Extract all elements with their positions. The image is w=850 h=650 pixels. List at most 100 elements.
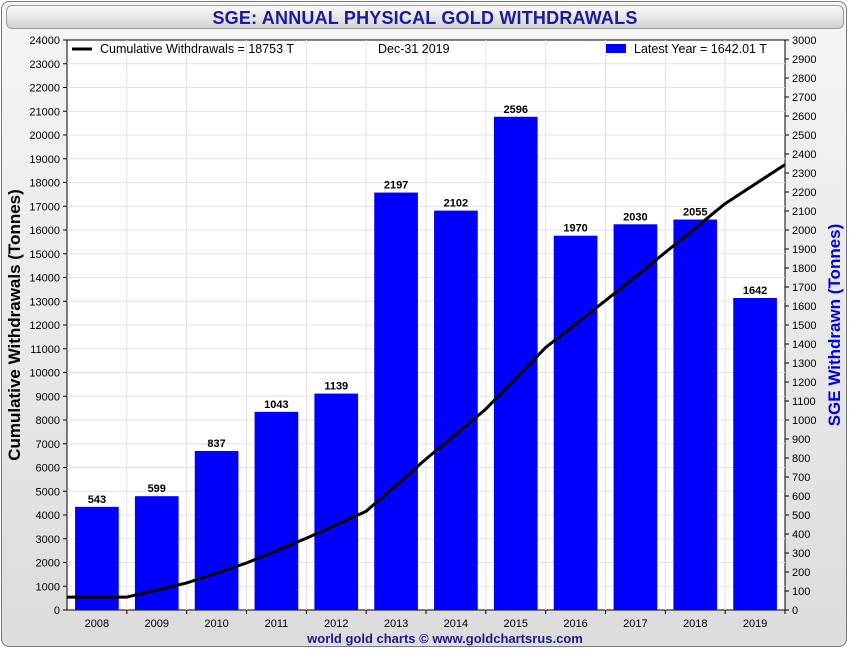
bar-2017 (613, 224, 658, 611)
left-tick-label: 4000 (36, 510, 60, 522)
right-tick-label: 100 (792, 586, 810, 598)
right-tick-label: 1400 (792, 339, 816, 351)
bar-label-2009: 599 (148, 483, 166, 495)
left-axis-ticks: 0 1000 2000 3000 4000 5000 6000 7000 8000 9000 100… (29, 35, 67, 617)
right-tick-label: 2800 (792, 73, 816, 85)
left-tick-label: 13000 (29, 296, 60, 308)
left-tick-label: 9000 (36, 391, 60, 403)
legend-line-label: Cumulative Withdrawals = 18753 T (100, 42, 294, 56)
grid-lines (67, 40, 785, 610)
bar-2018 (673, 219, 718, 611)
left-tick-label: 24000 (29, 35, 60, 47)
right-tick-label: 2900 (792, 54, 816, 66)
bar-2014 (434, 210, 478, 610)
bar-label-2013: 2197 (384, 180, 408, 192)
right-tick-label: 900 (792, 434, 810, 446)
left-tick-label: 19000 (29, 154, 60, 166)
left-tick-label: 5000 (36, 486, 60, 498)
left-tick-label: 18000 (29, 178, 60, 190)
left-tick-label: 0 (54, 605, 60, 617)
right-axis-label: SGE Withdrawn (Tonnes) (825, 224, 844, 427)
legend-bar-swatch (606, 44, 626, 53)
right-tick-label: 1700 (792, 282, 816, 294)
left-tick-label: 23000 (29, 59, 60, 71)
cumulative-line (67, 163, 786, 599)
right-tick-label: 2100 (792, 206, 816, 218)
right-tick-label: 3000 (792, 35, 816, 47)
right-tick-label: 2600 (792, 111, 816, 123)
left-tick-label: 8000 (36, 415, 60, 427)
left-tick-label: 15000 (29, 249, 60, 261)
right-tick-label: 400 (792, 529, 810, 541)
bar-series (75, 116, 777, 611)
bar-label-2011: 1043 (264, 399, 288, 411)
title-bar: SGE: ANNUAL PHYSICAL GOLD WITHDRAWALS (6, 5, 844, 29)
right-tick-label: 800 (792, 453, 810, 465)
footer-credit: world gold charts © www.goldchartsrus.co… (306, 631, 583, 646)
left-tick-label: 17000 (29, 201, 60, 213)
x-tick-label: 2013 (384, 618, 408, 630)
right-tick-label: 2000 (792, 225, 816, 237)
bar-label-2017: 2030 (623, 211, 647, 223)
right-tick-label: 1500 (792, 320, 816, 332)
x-tick-label: 2016 (563, 618, 587, 630)
bar-2008 (75, 506, 119, 610)
bar-2010 (194, 450, 239, 610)
legend-date: Dec-31 2019 (378, 42, 450, 56)
left-tick-label: 12000 (29, 320, 60, 332)
left-tick-label: 11000 (30, 344, 60, 356)
bar-2011 (254, 411, 299, 610)
x-tick-label: 2018 (683, 618, 707, 630)
bar-label-2018: 2055 (683, 207, 707, 219)
right-tick-label: 1000 (792, 415, 816, 427)
bar-2016 (553, 235, 598, 610)
left-tick-label: 1000 (36, 581, 60, 593)
right-tick-label: 500 (792, 510, 810, 522)
x-tick-label: 2012 (324, 618, 348, 630)
bar-2013 (374, 192, 418, 610)
bar-label-2014: 2102 (444, 198, 468, 210)
right-tick-label: 2200 (792, 187, 816, 199)
left-tick-label: 7000 (36, 439, 60, 451)
right-tick-label: 0 (792, 605, 798, 617)
right-tick-label: 1900 (792, 244, 816, 256)
right-axis-ticks: 0 100 200 300 400 500 600 700 800 900 1000 1100 1200… (785, 35, 816, 617)
right-tick-label: 1200 (792, 377, 816, 389)
right-tick-label: 2300 (792, 168, 816, 180)
x-tick-label: 2011 (265, 618, 289, 630)
bar-label-2012: 1139 (324, 381, 348, 393)
x-axis-ticks: 2008 2009 2010 2011 2012 2013 2014 2015 2016 2017… (85, 610, 786, 630)
right-tick-label: 200 (792, 567, 810, 579)
right-tick-label: 600 (792, 491, 810, 503)
bar-label-2019: 1642 (743, 285, 767, 297)
right-tick-label: 1100 (792, 396, 816, 408)
left-tick-label: 14000 (29, 273, 60, 285)
right-tick-label: 1800 (792, 263, 816, 275)
right-tick-label: 1300 (792, 358, 816, 370)
chart-title: SGE: ANNUAL PHYSICAL GOLD WITHDRAWALS (212, 8, 638, 28)
left-tick-label: 2000 (36, 558, 60, 570)
legend-bar-label: Latest Year = 1642.01 T (634, 42, 767, 56)
right-tick-label: 2400 (792, 149, 816, 161)
right-tick-label: 2500 (792, 130, 816, 142)
left-tick-label: 3000 (36, 534, 60, 546)
x-tick-label: 2015 (504, 618, 528, 630)
left-tick-label: 22000 (29, 83, 60, 95)
left-tick-label: 20000 (29, 130, 60, 142)
x-tick-label: 2010 (204, 618, 228, 630)
bar-label-2016: 1970 (563, 223, 587, 235)
bar-label-2010: 837 (207, 438, 225, 450)
bar-label-2008: 543 (88, 494, 106, 506)
bar-data-labels: 543 599 837 1043 1139 2197 2102 2596 1970 2030 205… (88, 104, 768, 506)
left-tick-label: 6000 (36, 463, 60, 475)
x-tick-label: 2019 (743, 618, 767, 630)
right-tick-label: 1600 (792, 301, 816, 313)
cumulative-line-series (67, 163, 786, 599)
left-tick-label: 21000 (29, 106, 60, 118)
right-tick-label: 700 (792, 472, 810, 484)
x-tick-label: 2009 (145, 618, 169, 630)
bar-label-2015: 2596 (504, 104, 528, 116)
bar-2012 (314, 393, 359, 610)
bar-2019 (733, 298, 777, 610)
